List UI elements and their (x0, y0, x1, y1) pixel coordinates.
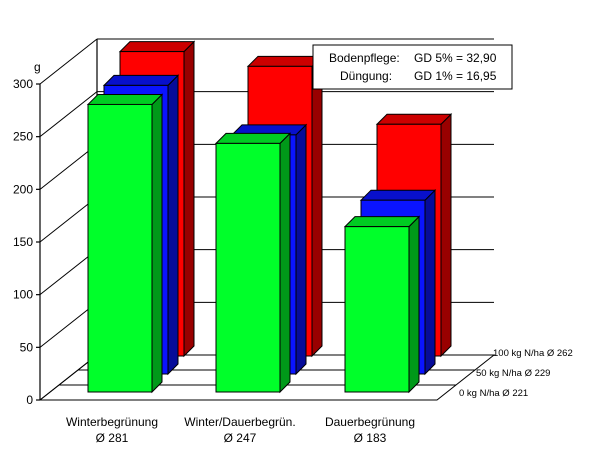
bar-top-0-1 (214, 132, 292, 144)
bar-top-1-0 (102, 74, 180, 86)
bar-top-0-0 (86, 93, 164, 105)
annotation-row1-label: Bodenpflege: (329, 51, 400, 65)
category-label-0: Winterbegrünung (66, 415, 158, 429)
y-tick-label-0: 0 (26, 393, 33, 407)
series-label-2: 100 kg N/ha Ø 262 (493, 348, 573, 359)
category-mean-2: Ø 183 (354, 431, 387, 445)
y-tick-label-100: 100 (13, 288, 33, 302)
bar-top-2-0 (118, 41, 196, 53)
gridline-side-300 (39, 38, 98, 85)
y-axis-unit: g (34, 60, 41, 74)
bar-0-2 (343, 215, 421, 394)
annotation-row1-value: GD 5% = 32,90 (414, 51, 497, 65)
bar-front-0-1 (215, 142, 281, 393)
bar-front-0-0 (87, 103, 153, 393)
category-labels: Winterbegrünung Ø 281 Winter/Dauerbegrün. Ø… (66, 415, 415, 445)
bar-front-0-2 (344, 226, 410, 393)
category-mean-1: Ø 247 (224, 431, 257, 445)
bar-side-1-2 (424, 188, 436, 376)
bar-side-2-0 (183, 40, 195, 358)
bar-side-1-1 (295, 123, 307, 376)
bar-top-2-1 (246, 55, 324, 67)
bar-side-0-2 (408, 215, 420, 394)
bar-0-0 (86, 93, 164, 394)
series-label-0: 0 kg N/ha Ø 221 (459, 388, 528, 399)
series-depth-labels: 0 kg N/ha Ø 221 50 kg N/ha Ø 229 100 kg N/… (459, 348, 573, 399)
bar-top-1-2 (359, 189, 437, 201)
significance-box: Bodenpflege: GD 5% = 32,90 Düngung: GD 1… (312, 44, 513, 90)
y-tick-label-250: 250 (13, 130, 33, 144)
category-mean-0: Ø 281 (96, 431, 129, 445)
bar-side-0-0 (151, 93, 163, 394)
bar-side-2-2 (440, 113, 452, 358)
category-label-1: Winter/Dauerbegrün. (184, 415, 295, 429)
gridline-side-250 (39, 91, 98, 138)
category-label-2: Dauerbegrünung (325, 415, 415, 429)
bar-side-0-1 (279, 132, 291, 394)
chart-bars (86, 40, 453, 394)
y-axis: 0 50 100 150 200 250 300 (13, 77, 41, 407)
annotation-row2-value: GD 1% = 16,95 (414, 69, 497, 83)
bar-top-0-2 (343, 216, 421, 228)
y-tick-label-200: 200 (13, 182, 33, 196)
y-tick-label-50: 50 (20, 340, 34, 354)
bar-side-2-1 (311, 55, 323, 358)
series-label-1: 50 kg N/ha Ø 229 (476, 368, 550, 379)
bar-side-1-0 (167, 74, 179, 376)
y-tick-label-300: 300 (13, 77, 33, 91)
bar-0-1 (214, 132, 292, 394)
bar-top-2-2 (375, 113, 453, 125)
annotation-row2-label: Düngung: (340, 69, 392, 83)
y-tick-label-150: 150 (13, 235, 33, 249)
